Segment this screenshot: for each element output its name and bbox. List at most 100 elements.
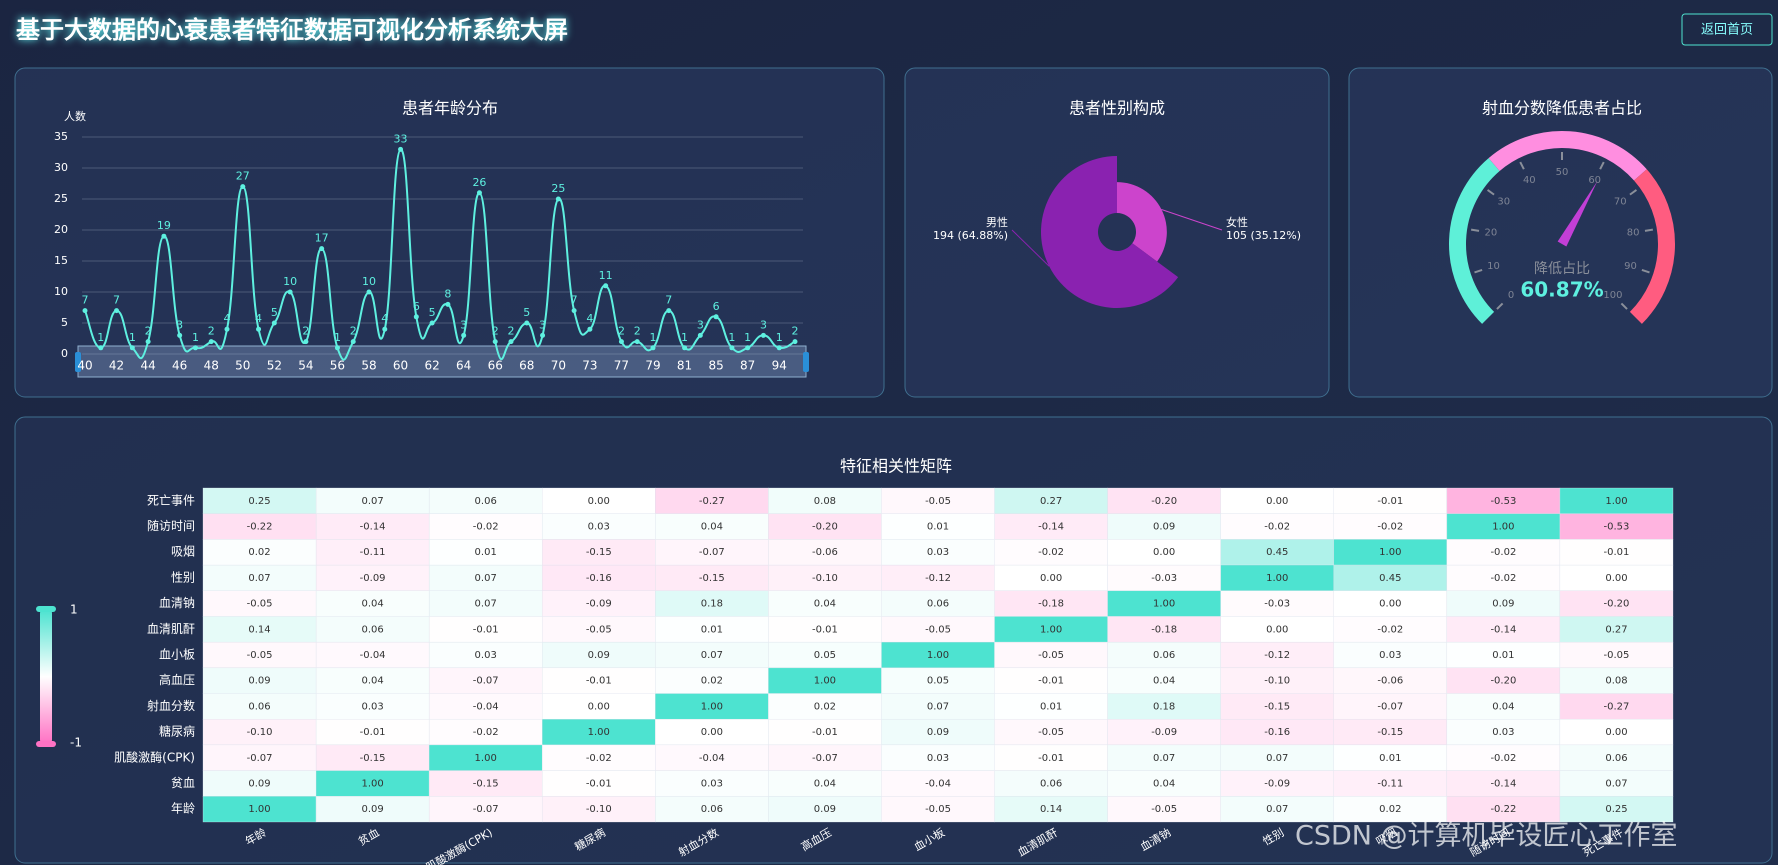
cell-label: -0.53 bbox=[1490, 496, 1516, 507]
heatmap-cell bbox=[881, 487, 995, 514]
data-point bbox=[256, 326, 262, 332]
heatmap-cell bbox=[881, 667, 995, 694]
cell-label: -0.16 bbox=[1264, 727, 1290, 738]
gauge-tick-label: 80 bbox=[1627, 228, 1640, 239]
zoom-handle bbox=[75, 352, 81, 372]
heatmap-cell bbox=[541, 744, 656, 771]
y-category-label: 血清肌酐 bbox=[147, 622, 195, 636]
heatmap-cell bbox=[315, 564, 430, 592]
cell-label: 0.02 bbox=[814, 701, 836, 712]
y-tick-label: 25 bbox=[54, 192, 68, 205]
home-button[interactable] bbox=[1681, 13, 1773, 46]
heatmap-cell bbox=[1559, 564, 1674, 592]
cell-label: 1.00 bbox=[1492, 522, 1514, 533]
cell-label: -0.05 bbox=[1038, 650, 1064, 661]
heatmap-cell bbox=[768, 564, 882, 592]
data-label: 5 bbox=[429, 306, 436, 319]
heatmap-cell bbox=[428, 564, 543, 592]
cell-label: 0.03 bbox=[1492, 727, 1514, 738]
gauge-tick bbox=[1486, 189, 1495, 196]
x-tick-label: 46 bbox=[172, 359, 187, 373]
chart-title: 射血分数降低患者占比 bbox=[1482, 99, 1642, 118]
cell-label: 0.00 bbox=[588, 701, 610, 712]
data-label: 2 bbox=[634, 325, 641, 338]
data-label: 3 bbox=[539, 318, 546, 331]
cell-label: -0.05 bbox=[586, 624, 612, 635]
cell-label: 0.08 bbox=[814, 496, 836, 507]
cell-label: 0.04 bbox=[1153, 676, 1175, 687]
heatmap-cell bbox=[1559, 744, 1674, 771]
cell-label: 0.03 bbox=[927, 547, 949, 558]
visual-map-bar bbox=[40, 610, 52, 743]
cell-label: 0.06 bbox=[248, 701, 270, 712]
cell-label: -0.07 bbox=[247, 753, 273, 764]
heatmap-cell bbox=[881, 616, 995, 643]
pie-slice bbox=[1117, 182, 1167, 262]
data-point bbox=[524, 320, 530, 326]
x-tick-label: 79 bbox=[645, 359, 660, 373]
gauge-tick bbox=[1496, 302, 1504, 310]
heatmap-cell bbox=[1446, 641, 1561, 669]
cell-label: -0.14 bbox=[1490, 778, 1516, 789]
heatmap-cell bbox=[655, 718, 769, 746]
heatmap-cell bbox=[655, 590, 769, 617]
x-tick-label: 60 bbox=[393, 359, 408, 373]
x-tick-label: 73 bbox=[582, 359, 597, 373]
home-button-label[interactable]: 返回首页 bbox=[1701, 23, 1753, 38]
gauge-tick-label: 10 bbox=[1487, 261, 1500, 272]
heatmap-cell bbox=[768, 796, 882, 823]
heatmap-cell bbox=[541, 693, 656, 720]
data-label: 5 bbox=[271, 306, 278, 319]
cell-label: 0.02 bbox=[248, 547, 270, 558]
cell-label: -0.01 bbox=[586, 676, 612, 687]
cell-label: 0.07 bbox=[1605, 778, 1627, 789]
heatmap-cell bbox=[1107, 616, 1221, 643]
heatmap-cell bbox=[994, 564, 1108, 592]
heatmap-cell bbox=[202, 693, 317, 720]
gauge-tick bbox=[1470, 228, 1480, 232]
y-category-label: 糖尿病 bbox=[159, 724, 195, 739]
x-tick-label: 40 bbox=[77, 359, 92, 373]
data-label: 4 bbox=[586, 312, 593, 325]
data-point bbox=[240, 184, 246, 190]
cell-label: -0.15 bbox=[1377, 727, 1403, 738]
x-tick-label: 64 bbox=[456, 359, 471, 373]
cell-label: 0.06 bbox=[1153, 650, 1175, 661]
cell-label: 0.02 bbox=[701, 676, 723, 687]
heatmap-cell bbox=[315, 744, 430, 771]
label-line bbox=[1161, 209, 1223, 231]
heatmap-cell bbox=[1220, 564, 1335, 592]
y-category-label: 血清钠 bbox=[159, 595, 195, 610]
gauge-tick bbox=[1629, 189, 1638, 196]
cell-label: -0.06 bbox=[812, 547, 838, 558]
cell-label: 0.09 bbox=[361, 804, 383, 815]
cell-label: -0.02 bbox=[1377, 522, 1403, 533]
cell-label: 1.00 bbox=[248, 804, 270, 815]
y-tick-label: 0 bbox=[61, 347, 68, 360]
cell-label: 0.07 bbox=[475, 573, 497, 584]
data-point bbox=[634, 339, 640, 345]
cell-label: -0.02 bbox=[1490, 753, 1516, 764]
cell-label: -0.01 bbox=[473, 624, 499, 635]
data-label: 1 bbox=[744, 331, 751, 344]
heatmap-cell bbox=[541, 770, 656, 797]
heatmap-cell bbox=[428, 796, 543, 823]
cell-label: -0.22 bbox=[1490, 804, 1516, 815]
visual-map-handle[interactable] bbox=[36, 741, 56, 747]
cell-label: 0.04 bbox=[361, 676, 383, 687]
visual-map-max: 1 bbox=[70, 603, 78, 617]
y-tick-label: 35 bbox=[54, 130, 68, 143]
data-label: 4 bbox=[255, 312, 262, 325]
cell-label: -0.05 bbox=[1604, 650, 1630, 661]
heatmap-cell bbox=[881, 693, 995, 720]
heatmap-cell bbox=[1107, 744, 1221, 771]
data-label: 1 bbox=[334, 331, 341, 344]
heatmap-cell bbox=[768, 744, 882, 771]
gauge-tick-label: 30 bbox=[1497, 197, 1510, 208]
cell-label: 0.09 bbox=[248, 676, 270, 687]
heatmap-cell bbox=[1446, 744, 1561, 771]
heatmap-cell bbox=[428, 718, 543, 746]
visual-map-handle[interactable] bbox=[36, 606, 56, 612]
cell-label: -0.01 bbox=[586, 778, 612, 789]
x-tick-label: 48 bbox=[204, 359, 219, 373]
